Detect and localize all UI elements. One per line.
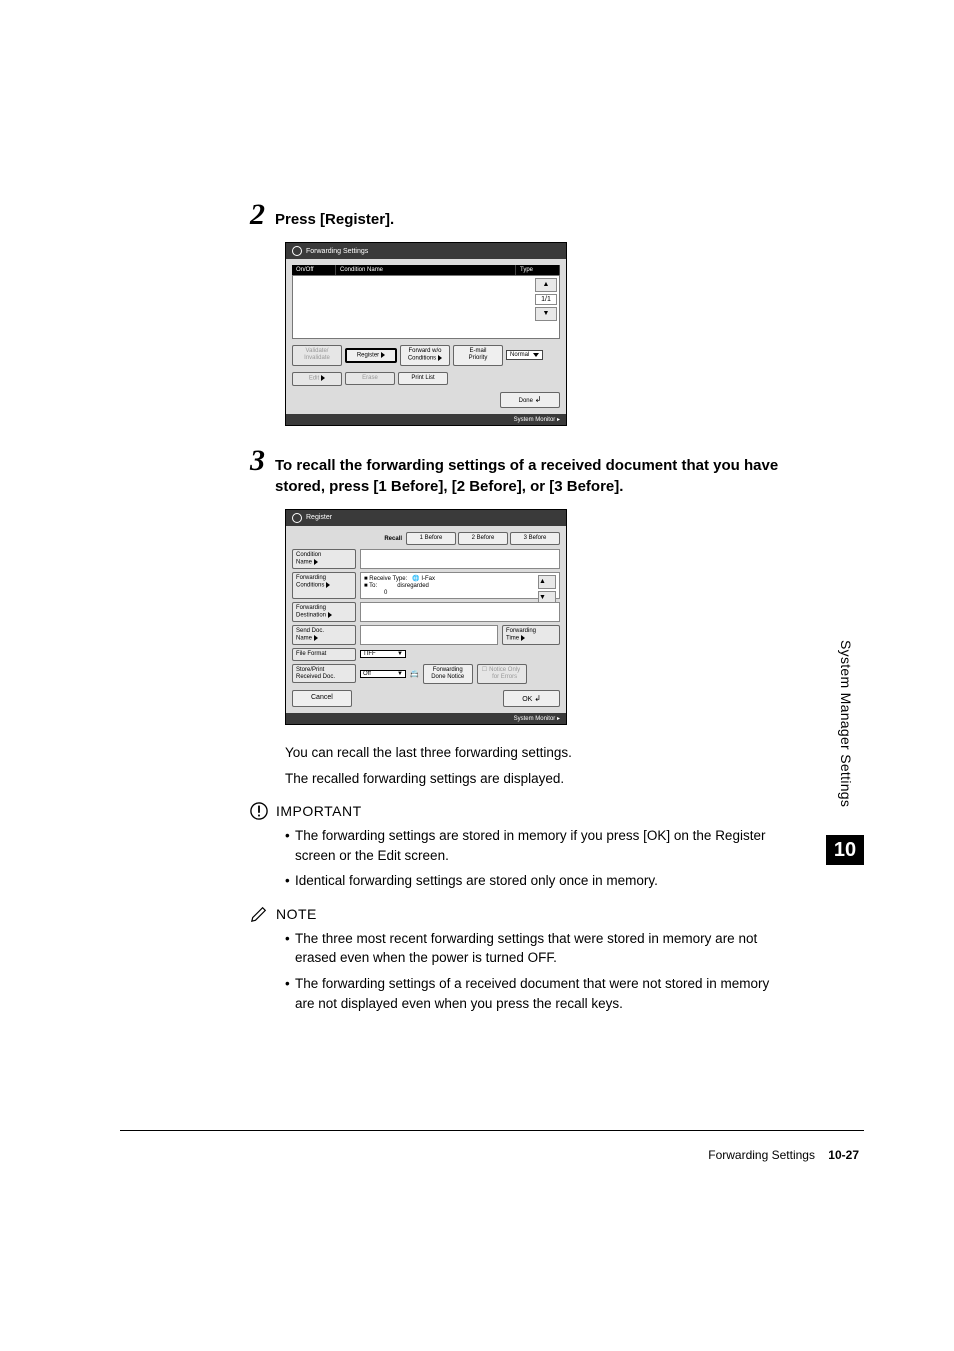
forwarding-conditions-button[interactable]: Forwarding Conditions bbox=[292, 572, 356, 599]
scroll-up-button[interactable]: ▲ bbox=[538, 575, 556, 589]
important-icon bbox=[250, 802, 268, 820]
store-print-label: Store/Print Received Doc. bbox=[292, 664, 356, 683]
globe-icon bbox=[292, 513, 302, 523]
recall-2-before-button[interactable]: 2 Before bbox=[458, 532, 508, 545]
side-tab-label: System Manager Settings bbox=[838, 640, 854, 807]
condition-name-button[interactable]: Condition Name bbox=[292, 549, 356, 569]
important-item: Identical forwarding settings are stored… bbox=[285, 871, 790, 891]
globe-icon bbox=[292, 246, 302, 256]
important-list: The forwarding settings are stored in me… bbox=[285, 826, 790, 891]
note-heading: NOTE bbox=[250, 905, 790, 923]
page-up-button[interactable]: ▲ bbox=[535, 278, 557, 292]
forwarding-destination-button[interactable]: Forwarding Destination bbox=[292, 602, 356, 622]
step-instruction: To recall the forwarding settings of a r… bbox=[275, 455, 790, 497]
forwarding-destination-field bbox=[360, 602, 560, 622]
list-header: On/Off Condition Name Type bbox=[292, 265, 560, 275]
note-icon bbox=[250, 905, 268, 923]
forwarding-time-button[interactable]: Forwarding Time bbox=[502, 625, 560, 645]
body-text: The recalled forwarding settings are dis… bbox=[285, 769, 790, 789]
cancel-button[interactable]: Cancel bbox=[292, 690, 352, 707]
recall-label: Recall bbox=[384, 536, 402, 542]
window-title: Register bbox=[306, 514, 332, 521]
erase-button[interactable]: Erase bbox=[345, 372, 395, 385]
ok-button[interactable]: OK ↲ bbox=[503, 690, 560, 707]
file-format-label: File Format bbox=[292, 648, 356, 661]
page-down-button[interactable]: ▼ bbox=[535, 307, 557, 321]
page-footer: Forwarding Settings 10-27 bbox=[708, 1148, 859, 1162]
register-button[interactable]: Register bbox=[345, 348, 397, 364]
body-text: You can recall the last three forwarding… bbox=[285, 743, 790, 763]
forwarding-done-notice-button[interactable]: Forwarding Done Notice bbox=[423, 664, 473, 684]
priority-dropdown[interactable]: Normal bbox=[506, 350, 543, 360]
window-title-bar: Register bbox=[286, 510, 566, 526]
note-list: The three most recent forwarding setting… bbox=[285, 929, 790, 1013]
notice-only-errors-toggle[interactable]: ☐ Notice Only for Errors bbox=[477, 664, 527, 684]
list-area: ▲ 1/1 ▼ bbox=[292, 275, 560, 339]
screenshot-forwarding-settings: Forwarding Settings On/Off Condition Nam… bbox=[285, 242, 790, 426]
condition-name-field bbox=[360, 549, 560, 569]
col-condition-name: Condition Name bbox=[336, 265, 516, 275]
screenshot-register: Register Recall 1 Before 2 Before 3 Befo… bbox=[285, 509, 790, 725]
done-button[interactable]: Done ↲ bbox=[500, 392, 560, 408]
window-title-bar: Forwarding Settings bbox=[286, 243, 566, 259]
footer-page-number: 10-27 bbox=[828, 1148, 859, 1162]
step-number: 2 bbox=[250, 200, 265, 230]
col-onoff: On/Off bbox=[292, 265, 336, 275]
forward-wo-conditions-button[interactable]: Forward w/o Conditions bbox=[400, 345, 450, 366]
edit-button[interactable]: Edit bbox=[292, 372, 342, 386]
store-print-dropdown[interactable]: Off▼ bbox=[360, 670, 406, 678]
chapter-badge: 10 bbox=[826, 835, 864, 865]
step-3: 3 To recall the forwarding settings of a… bbox=[250, 446, 790, 1013]
note-item: The forwarding settings of a received do… bbox=[285, 974, 790, 1013]
recall-1-before-button[interactable]: 1 Before bbox=[406, 532, 456, 545]
validate-button[interactable]: Validate/ Invalidate bbox=[292, 345, 342, 365]
footer-rule bbox=[120, 1130, 864, 1131]
footer-title: Forwarding Settings bbox=[708, 1148, 815, 1162]
step-number: 3 bbox=[250, 446, 265, 476]
page-indicator: 1/1 bbox=[535, 294, 557, 305]
send-doc-name-button[interactable]: Send Doc. Name bbox=[292, 625, 356, 645]
important-item: The forwarding settings are stored in me… bbox=[285, 826, 790, 865]
window-title: Forwarding Settings bbox=[306, 248, 368, 255]
important-heading: IMPORTANT bbox=[250, 802, 790, 820]
important-label: IMPORTANT bbox=[276, 803, 362, 819]
recall-3-before-button[interactable]: 3 Before bbox=[510, 532, 560, 545]
note-item: The three most recent forwarding setting… bbox=[285, 929, 790, 968]
email-priority-button[interactable]: E-mail Priority bbox=[453, 345, 503, 365]
print-list-button[interactable]: Print List bbox=[398, 372, 448, 385]
step-2: 2 Press [Register]. Forwarding Settings … bbox=[250, 200, 790, 426]
step-instruction: Press [Register]. bbox=[275, 209, 394, 230]
system-monitor-bar[interactable]: System Monitor ▸ bbox=[286, 713, 566, 724]
note-label: NOTE bbox=[276, 906, 317, 922]
col-type: Type bbox=[516, 265, 560, 275]
forwarding-conditions-field: ■ Receive Type: 🌐 I-Fax ■ To: disregarde… bbox=[360, 572, 560, 599]
system-monitor-bar[interactable]: System Monitor ▸ bbox=[286, 414, 566, 425]
send-doc-name-field bbox=[360, 625, 498, 645]
file-format-dropdown[interactable]: TIFF▼ bbox=[360, 650, 406, 658]
